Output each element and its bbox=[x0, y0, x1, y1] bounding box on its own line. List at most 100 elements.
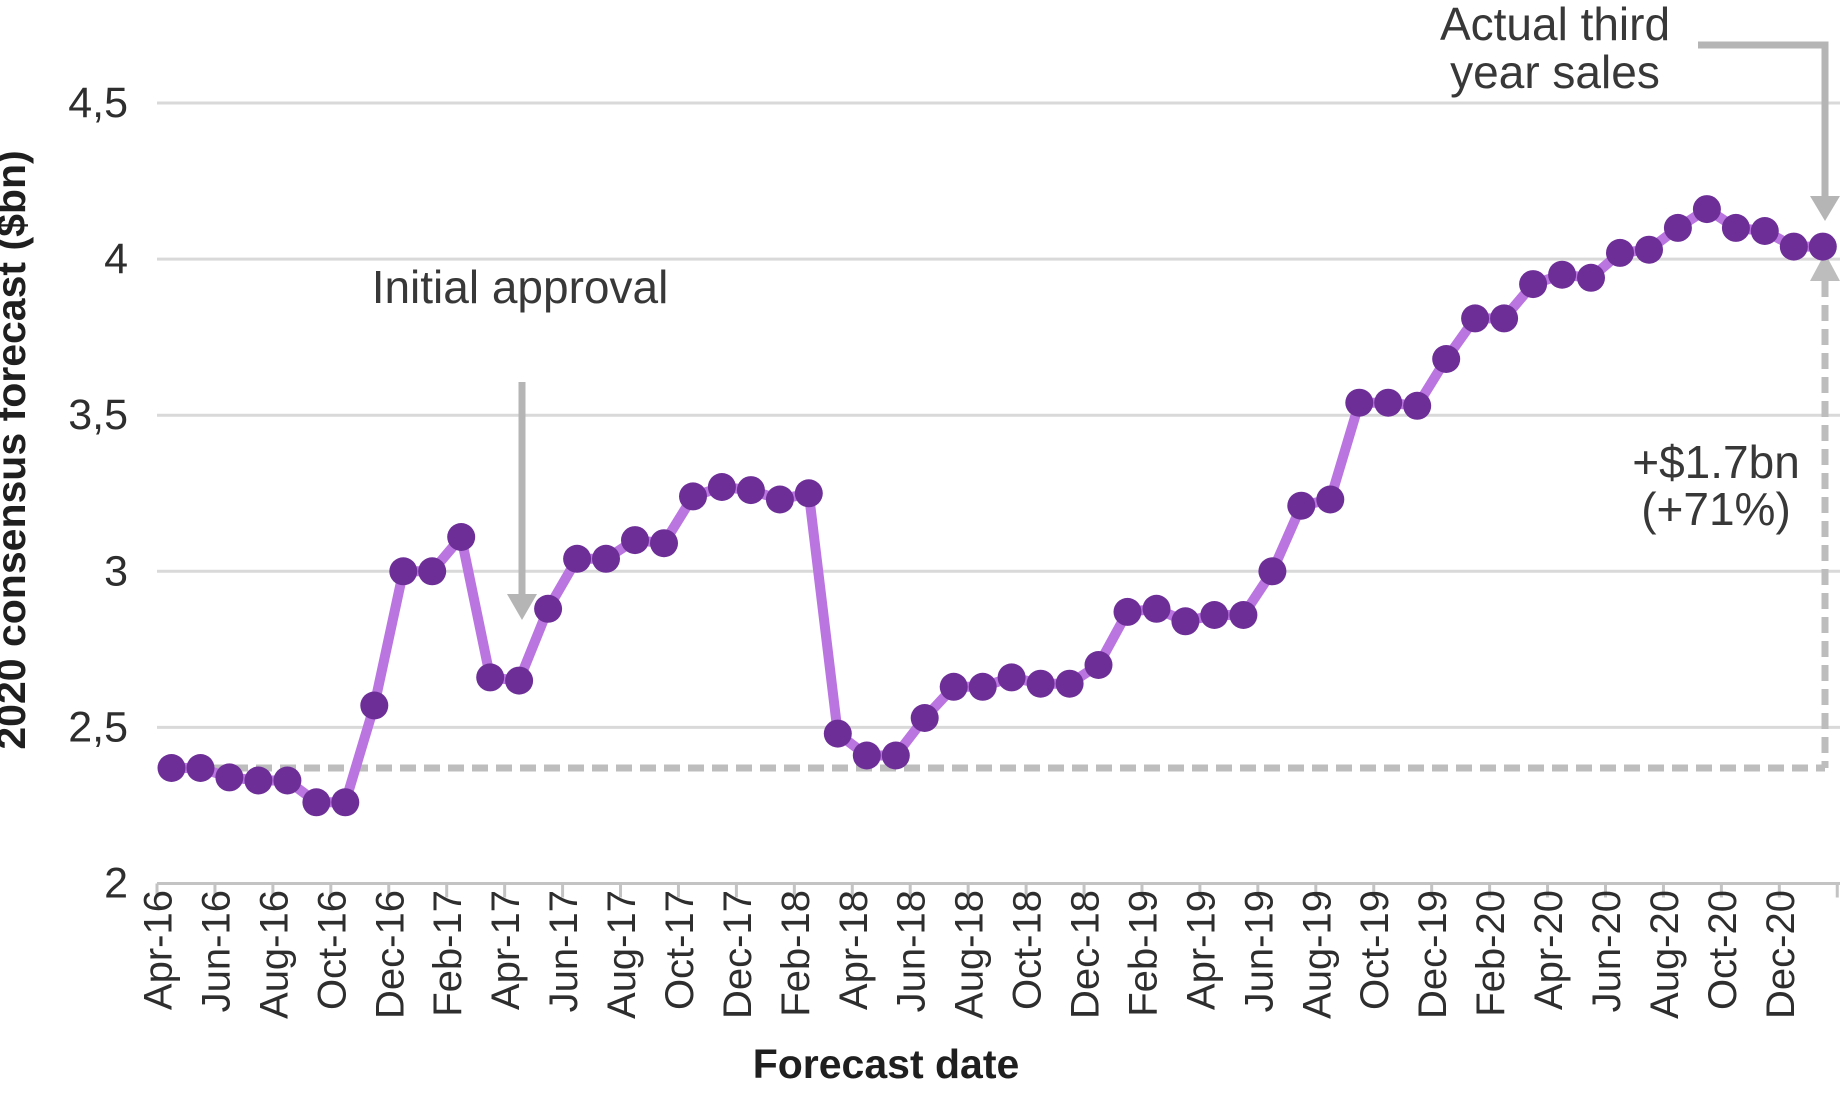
x-tick-label: Aug-19 bbox=[1295, 890, 1339, 1019]
data-point bbox=[679, 482, 707, 511]
data-point bbox=[1461, 304, 1490, 333]
actual-sales-point bbox=[1808, 232, 1837, 261]
x-tick-label: Feb-20 bbox=[1469, 890, 1513, 1017]
data-point bbox=[505, 666, 534, 695]
data-point bbox=[1577, 263, 1605, 292]
x-axis-labels: Apr-16 Jun-16 Aug-16 Oct-16 Dec-16 Feb-17 Apr-… bbox=[137, 890, 1803, 1019]
x-tick-label: Dec-18 bbox=[1064, 890, 1108, 1019]
data-point bbox=[1750, 217, 1779, 245]
actual-sales-label-line2: year sales bbox=[1450, 46, 1660, 98]
y-axis-labels: 4,5 4 3,5 3 2,5 2 bbox=[68, 79, 128, 908]
data-point bbox=[852, 741, 881, 770]
data-point bbox=[447, 523, 476, 551]
x-tick-label: Apr-20 bbox=[1527, 890, 1571, 1010]
gain-label-line2: (+71%) bbox=[1641, 483, 1791, 535]
x-tick-label: Oct-20 bbox=[1701, 890, 1745, 1010]
gain-label-line1: +$1.7bn bbox=[1632, 436, 1800, 488]
data-point bbox=[1229, 601, 1258, 629]
x-tick-label: Apr-18 bbox=[832, 890, 876, 1010]
initial-approval-arrow-icon bbox=[507, 594, 537, 620]
data-point bbox=[650, 529, 678, 558]
x-tick-label: Dec-19 bbox=[1411, 890, 1455, 1019]
y-axis-title: 2020 consensus forecast ($bn) bbox=[0, 150, 34, 749]
data-point bbox=[186, 754, 215, 782]
data-point bbox=[1287, 491, 1316, 520]
actual-sales-down-arrow-icon bbox=[1810, 196, 1840, 221]
actual-sales-annotation: Actual third year sales bbox=[1440, 0, 1840, 221]
consensus-forecast-series bbox=[157, 195, 1837, 817]
data-point bbox=[794, 479, 823, 508]
gain-up-arrow-icon bbox=[1810, 253, 1840, 281]
data-point bbox=[968, 672, 997, 701]
data-point bbox=[997, 663, 1026, 692]
x-tick-label: Apr-19 bbox=[1179, 890, 1223, 1010]
data-point bbox=[736, 476, 765, 505]
x-tick-label: Oct-19 bbox=[1353, 890, 1397, 1010]
x-tick-label: Apr-16 bbox=[137, 890, 181, 1010]
x-tick-label: Feb-17 bbox=[426, 890, 470, 1017]
data-point bbox=[939, 672, 968, 701]
data-point bbox=[1374, 388, 1403, 417]
data-point bbox=[1084, 651, 1113, 679]
x-tick-label: Oct-16 bbox=[310, 890, 354, 1010]
x-tick-label: Feb-18 bbox=[774, 890, 818, 1017]
data-point bbox=[418, 557, 447, 586]
baseline-dashed-lines bbox=[160, 281, 1829, 772]
data-point bbox=[534, 594, 563, 623]
x-tick-label: Oct-18 bbox=[1006, 890, 1050, 1010]
data-point bbox=[389, 557, 418, 586]
data-point bbox=[621, 526, 649, 555]
data-point bbox=[1635, 235, 1663, 264]
x-axis-title: Forecast date bbox=[753, 1041, 1020, 1087]
x-tick-label: Apr-17 bbox=[484, 890, 528, 1010]
data-point bbox=[1113, 597, 1142, 626]
x-axis-ticks bbox=[155, 883, 1839, 898]
x-tick-label: Jun-19 bbox=[1237, 890, 1281, 1012]
y-tick-label: 3,5 bbox=[68, 391, 128, 439]
data-point bbox=[910, 704, 939, 732]
data-point bbox=[1316, 485, 1345, 514]
x-tick-label: Jun-16 bbox=[194, 890, 238, 1012]
data-point bbox=[273, 766, 302, 795]
x-tick-label: Aug-18 bbox=[948, 890, 992, 1019]
data-point bbox=[215, 763, 244, 792]
data-point bbox=[360, 691, 389, 720]
data-point bbox=[1055, 669, 1084, 698]
data-point bbox=[331, 788, 360, 817]
y-tick-label: 3 bbox=[104, 547, 128, 595]
data-point bbox=[244, 766, 273, 795]
x-tick-label: Oct-17 bbox=[658, 890, 702, 1010]
y-tick-label: 4 bbox=[104, 235, 128, 283]
data-point bbox=[707, 473, 736, 501]
data-point bbox=[157, 754, 186, 782]
data-point bbox=[1258, 557, 1287, 586]
data-point bbox=[1606, 238, 1634, 267]
x-tick-label: Feb-19 bbox=[1121, 890, 1165, 1017]
x-tick-label: Jun-18 bbox=[890, 890, 934, 1012]
x-tick-label: Dec-17 bbox=[716, 890, 760, 1019]
data-point bbox=[1519, 270, 1548, 299]
data-point bbox=[1721, 213, 1750, 242]
x-tick-label: Jun-20 bbox=[1585, 890, 1629, 1012]
y-tick-label: 4,5 bbox=[68, 79, 128, 127]
data-point bbox=[823, 719, 852, 748]
data-point bbox=[1142, 594, 1171, 623]
actual-sales-bracket-line bbox=[1698, 41, 1829, 196]
data-point bbox=[302, 788, 331, 817]
data-point bbox=[592, 544, 620, 573]
x-tick-label: Dec-20 bbox=[1759, 890, 1803, 1019]
data-point bbox=[1692, 195, 1721, 224]
data-point bbox=[1171, 607, 1200, 636]
y-tick-label: 2 bbox=[104, 860, 128, 908]
data-point bbox=[1345, 388, 1374, 417]
data-point bbox=[1403, 391, 1432, 420]
y-tick-label: 2,5 bbox=[68, 703, 128, 751]
data-point bbox=[765, 485, 794, 514]
initial-approval-label: Initial approval bbox=[372, 261, 669, 313]
data-point bbox=[1432, 345, 1461, 373]
x-tick-label: Aug-20 bbox=[1643, 890, 1687, 1019]
x-tick-label: Aug-17 bbox=[600, 890, 644, 1019]
data-point bbox=[1663, 213, 1692, 242]
